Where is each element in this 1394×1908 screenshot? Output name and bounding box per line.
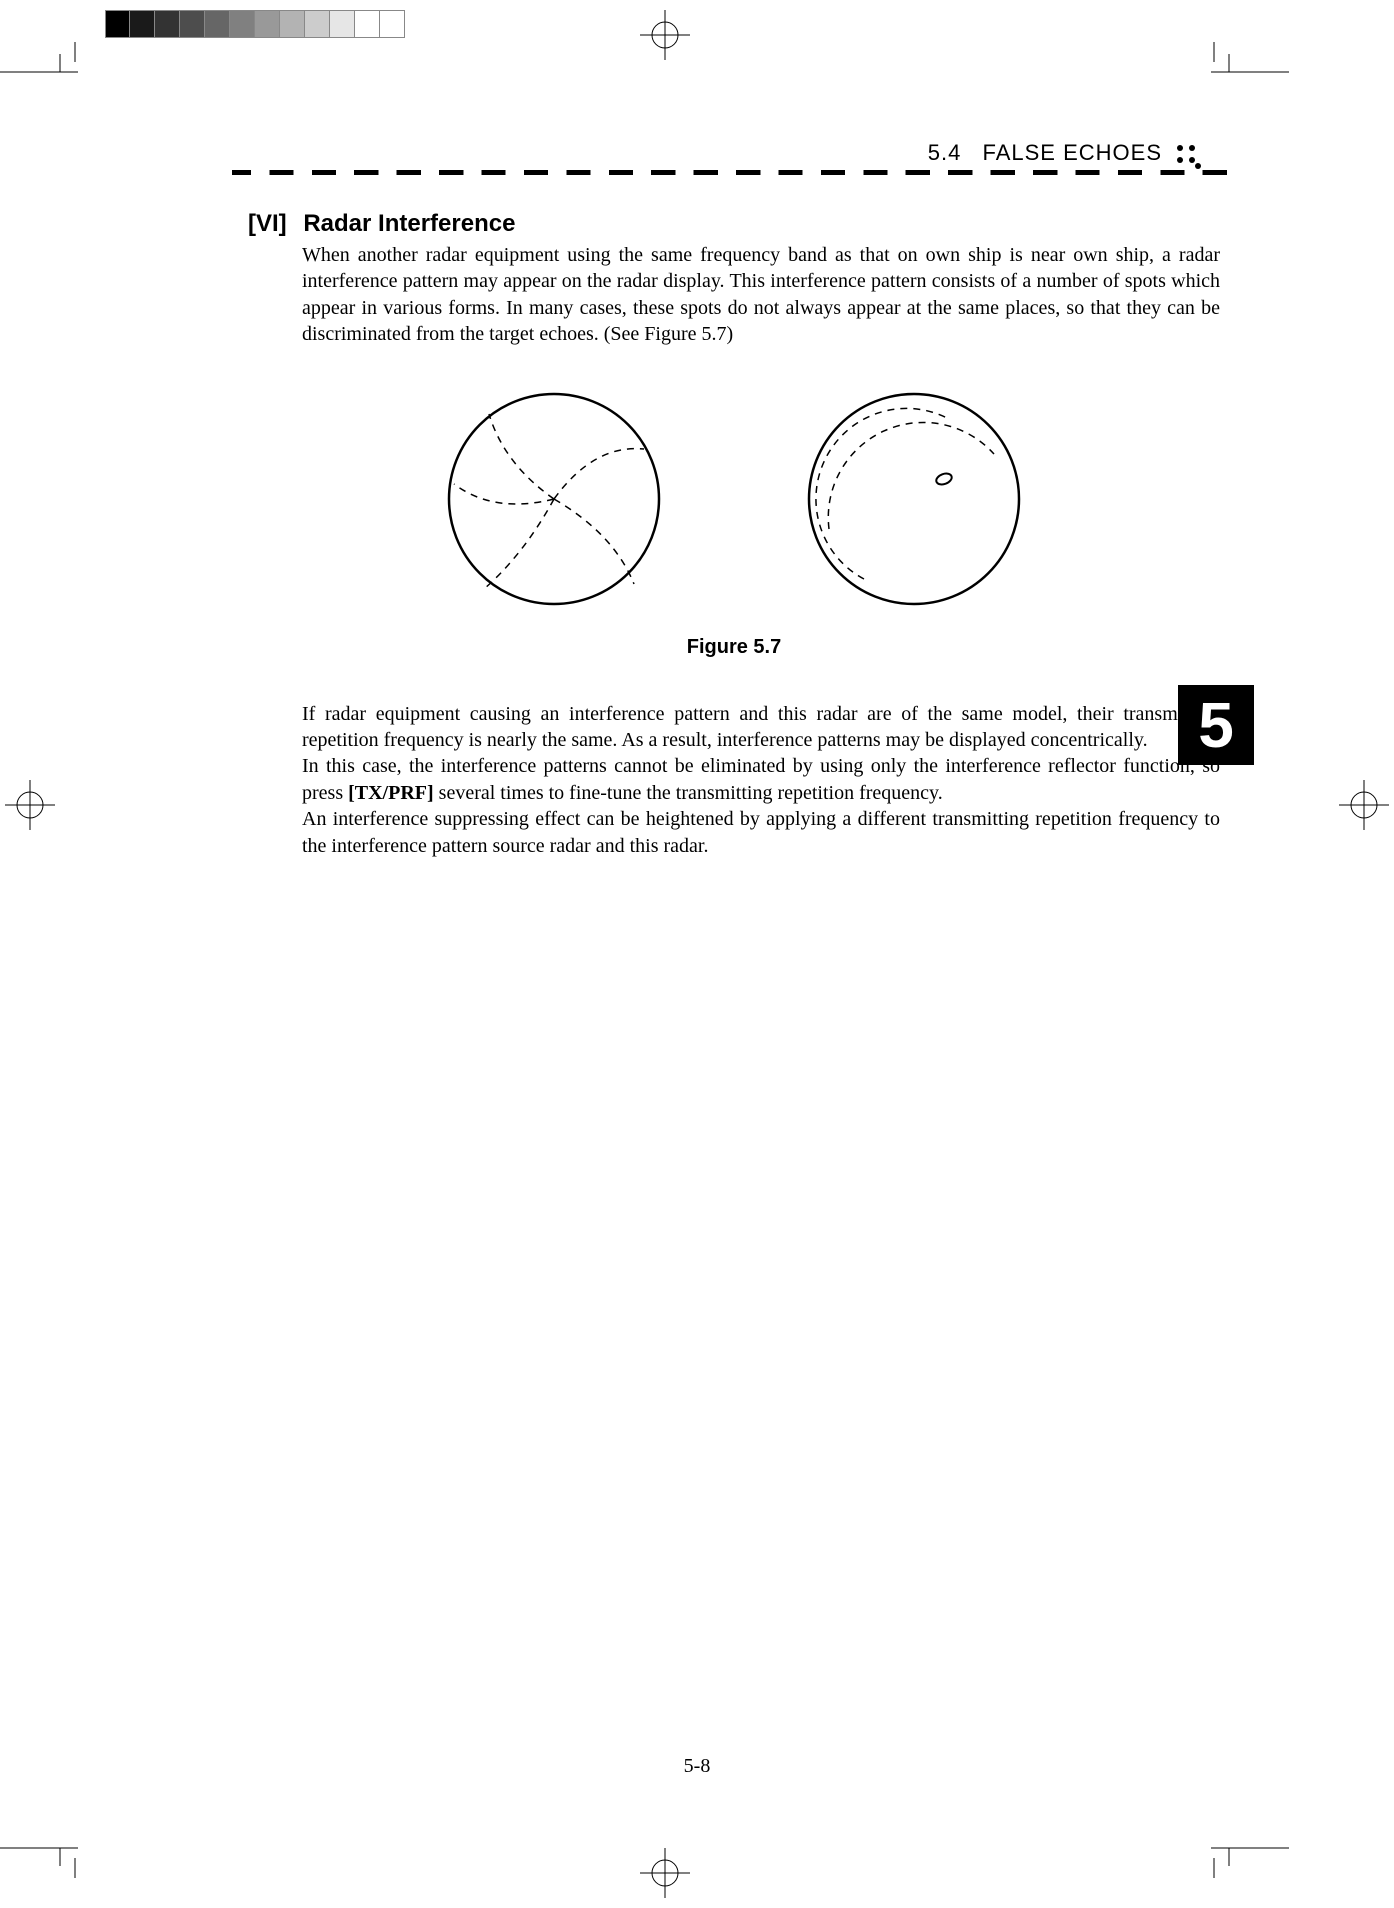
grayscale-swatch bbox=[155, 10, 180, 38]
crop-mark-tr bbox=[1199, 42, 1289, 132]
figure-spiral-interference bbox=[434, 384, 674, 614]
chapter-tab: 5 bbox=[1178, 685, 1254, 765]
reg-mark-top bbox=[640, 10, 690, 60]
grayscale-swatch bbox=[180, 10, 205, 38]
crop-mark-br bbox=[1199, 1788, 1289, 1878]
crop-mark-bl bbox=[0, 1788, 90, 1878]
grayscale-bar bbox=[105, 10, 405, 38]
reg-mark-left bbox=[5, 780, 55, 830]
grayscale-swatch bbox=[330, 10, 355, 38]
grayscale-swatch bbox=[280, 10, 305, 38]
paragraph-intro: When another radar equipment using the s… bbox=[302, 242, 1220, 348]
paragraph-2c: An interference suppressing effect can b… bbox=[302, 806, 1220, 859]
header-dashed-rule bbox=[232, 170, 1232, 175]
page-number: 5-8 bbox=[0, 1755, 1394, 1778]
grayscale-swatch bbox=[205, 10, 230, 38]
grayscale-swatch bbox=[305, 10, 330, 38]
figure-row bbox=[248, 384, 1220, 614]
section-tag: [VI] bbox=[248, 210, 287, 237]
reg-mark-bottom bbox=[640, 1848, 690, 1898]
grayscale-swatch bbox=[230, 10, 255, 38]
header-dots-icon bbox=[1174, 142, 1204, 170]
section-number: 5.4 bbox=[928, 140, 962, 165]
main-content: [VI] Radar Interference When another rad… bbox=[248, 210, 1220, 859]
reg-mark-right bbox=[1339, 780, 1389, 830]
tx-prf-key: [TX/PRF] bbox=[348, 782, 434, 804]
page-header: 5.4 FALSE ECHOES bbox=[232, 140, 1232, 166]
grayscale-swatch bbox=[105, 10, 130, 38]
figure-concentric-interference bbox=[794, 384, 1034, 614]
section-title: FALSE ECHOES bbox=[982, 140, 1162, 165]
paragraph-2a: If radar equipment causing an interferen… bbox=[302, 701, 1220, 754]
para2b-post: several times to fine-tune the transmitt… bbox=[434, 782, 943, 804]
section-heading: Radar Interference bbox=[303, 210, 515, 237]
grayscale-swatch bbox=[380, 10, 405, 38]
figure-caption: Figure 5.7 bbox=[248, 636, 1220, 659]
grayscale-swatch bbox=[355, 10, 380, 38]
grayscale-swatch bbox=[255, 10, 280, 38]
crop-mark-tl bbox=[0, 42, 90, 132]
paragraph-2b: In this case, the interference patterns … bbox=[302, 753, 1220, 806]
grayscale-swatch bbox=[130, 10, 155, 38]
